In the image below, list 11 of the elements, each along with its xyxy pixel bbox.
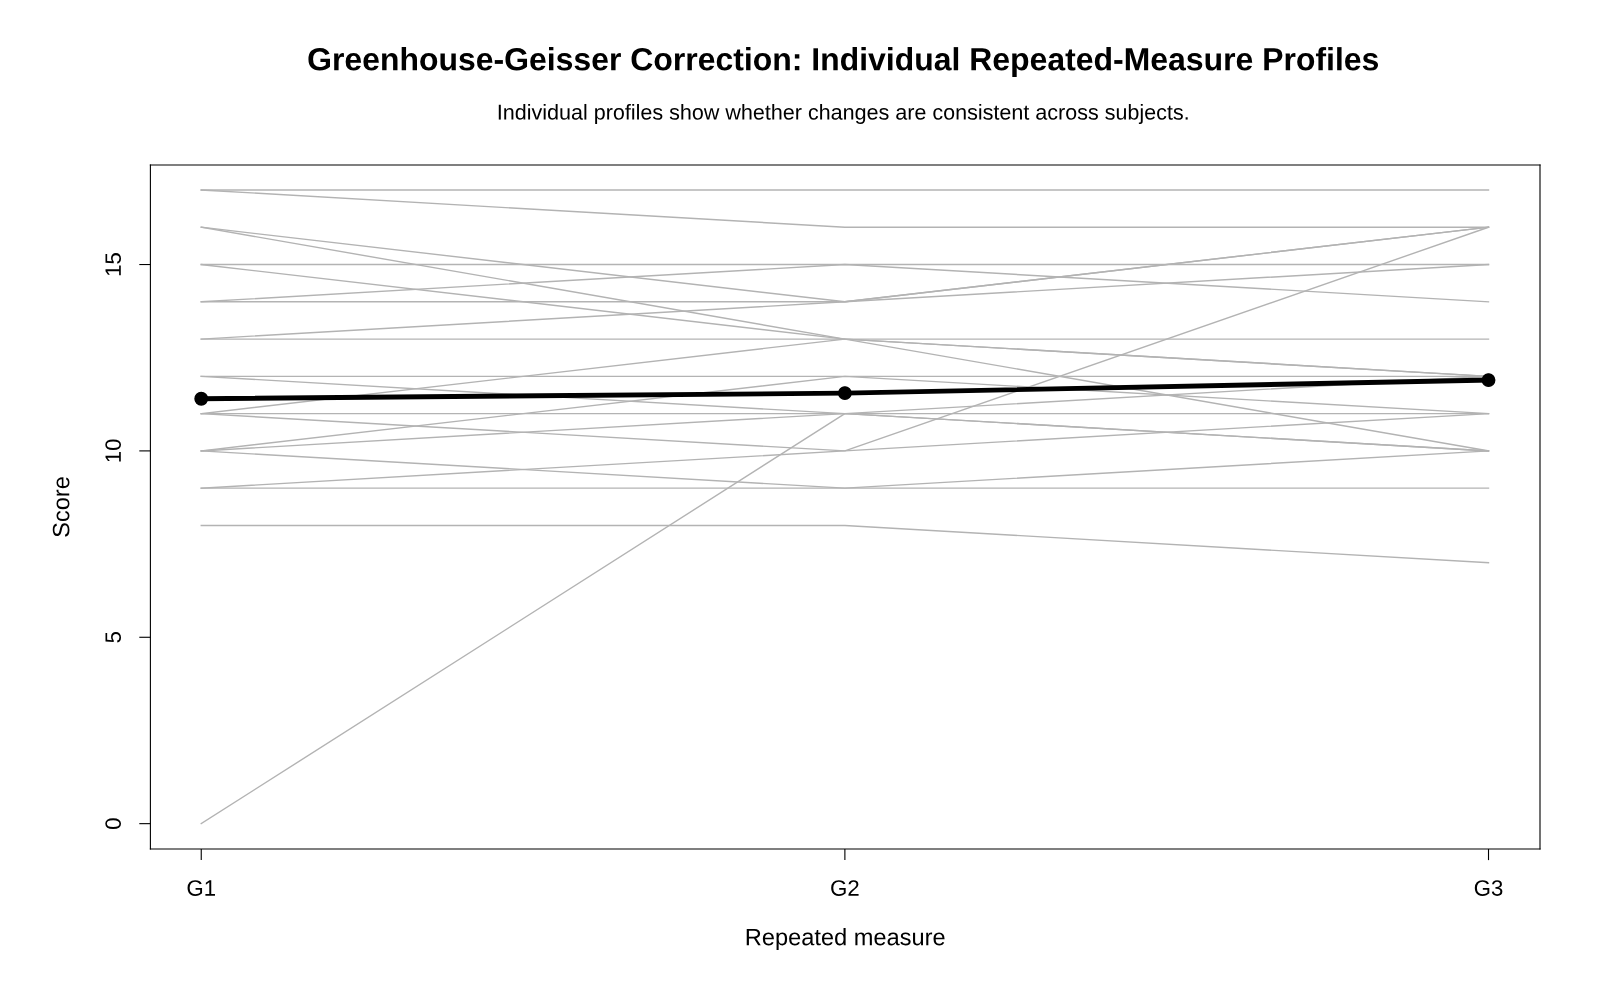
y-tick-label: 0 [105,818,122,829]
y-tick-label: 15 [105,253,122,276]
x-tick-label: G1 [187,880,215,896]
chart-subtitle: Individual profiles show whether changes are consistent across subjects. [498,103,1188,125]
y-tick-label: 10 [105,439,122,462]
x-tick-label: G3 [1474,880,1503,896]
x-axis-title: Repeated measure [746,928,945,951]
y-axis-title: Score [52,477,70,537]
x-tick-label: G2 [831,880,859,896]
y-tick-label: 5 [105,632,122,643]
chart-title: Greenhouse-Geisser Correction: Individual Repeated-Measure Profiles [308,47,1379,77]
